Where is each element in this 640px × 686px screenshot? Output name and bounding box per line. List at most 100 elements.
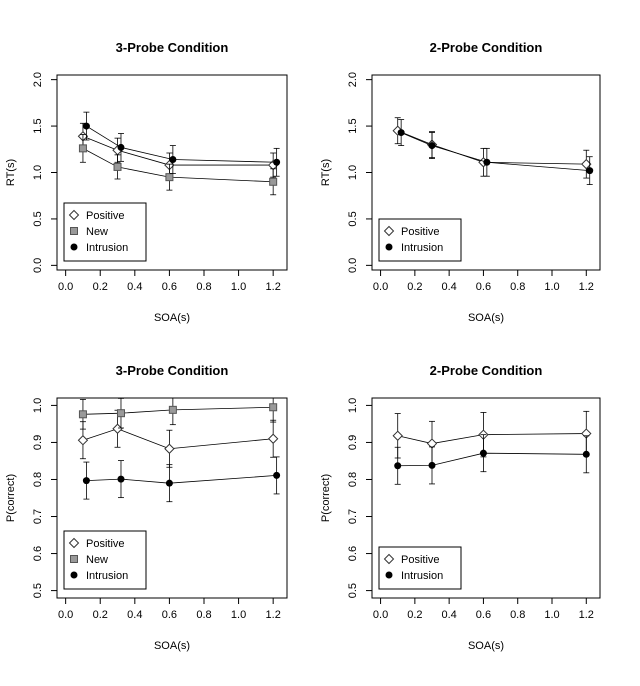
x-tick-label: 0.2 <box>407 609 422 621</box>
series-intrusion <box>397 119 594 185</box>
y-tick-label: 1.5 <box>347 118 359 133</box>
legend-label-positive: Positive <box>401 226 440 238</box>
chart-title: 3-Probe Condition <box>116 40 229 55</box>
data-point <box>483 158 491 166</box>
y-tick-label: 0.8 <box>347 472 359 487</box>
legend-label-positive: Positive <box>86 538 125 550</box>
x-tick-label: 0.6 <box>476 609 491 621</box>
data-point <box>117 143 125 151</box>
x-tick-label: 1.0 <box>544 281 559 293</box>
y-tick-label: 0.9 <box>347 435 359 450</box>
x-axis-label: SOA(s) <box>154 640 190 652</box>
data-point <box>164 443 175 454</box>
legend-label-intrusion: Intrusion <box>86 242 128 254</box>
series-line <box>82 148 274 183</box>
y-tick-label: 0.6 <box>32 546 44 561</box>
x-tick-label: 0.4 <box>441 609 456 621</box>
y-tick-label: 0.5 <box>32 583 44 598</box>
legend-marker-intrusion <box>70 571 78 579</box>
legend-marker-positive <box>68 537 80 549</box>
x-tick-label: 0.2 <box>407 281 422 293</box>
y-tick-label: 2.0 <box>347 72 359 87</box>
series-positive <box>392 410 592 467</box>
data-point <box>428 461 436 469</box>
x-tick-label: 0.8 <box>196 281 211 293</box>
y-tick-label: 1.0 <box>347 165 359 180</box>
y-tick-label: 0.5 <box>347 583 359 598</box>
series-line <box>400 132 590 172</box>
series-positive <box>77 409 279 468</box>
series-new <box>78 397 278 430</box>
series-line <box>82 428 274 450</box>
x-tick-label: 0.2 <box>93 281 108 293</box>
legend-box <box>378 218 462 262</box>
data-point <box>586 167 594 175</box>
data-point <box>78 410 87 419</box>
chart-panel-4: 2-Probe Condition 0.0 0.2 0.4 0.6 0.8 1.0 1.2 SO… <box>320 363 601 652</box>
x-tick-label: 0.0 <box>58 281 73 293</box>
y-tick-label: 1.0 <box>347 398 359 413</box>
legend-marker-positive <box>383 553 395 565</box>
legend-marker-intrusion <box>70 243 78 251</box>
plot-frame <box>56 397 288 599</box>
x-tick-label: 1.0 <box>544 609 559 621</box>
chart-title: 2-Probe Condition <box>430 40 543 55</box>
data-point <box>113 162 122 171</box>
x-axis-label: SOA(s) <box>468 312 504 324</box>
x-axis-label: SOA(s) <box>154 312 190 324</box>
series-line <box>86 125 277 163</box>
x-tick-label: 0.4 <box>127 609 142 621</box>
data-point <box>112 423 123 434</box>
data-point <box>82 122 90 130</box>
y-axis-label: P(correct) <box>320 474 332 522</box>
data-point <box>78 144 87 153</box>
series-line <box>397 452 587 467</box>
legend-box <box>378 546 462 590</box>
legend-label-positive: Positive <box>401 554 440 566</box>
data-point <box>479 449 487 457</box>
legend: Positive Intrusion <box>378 218 462 262</box>
data-point <box>169 156 177 163</box>
data-point <box>582 450 590 458</box>
series-line <box>82 135 274 166</box>
y-tick-label: 0.7 <box>32 509 44 524</box>
data-point <box>116 409 125 418</box>
x-tick-label: 1.0 <box>231 281 246 293</box>
y-tick-label: 0.6 <box>347 546 359 561</box>
legend-marker-positive <box>383 225 395 237</box>
y-tick-label: 0.0 <box>347 258 359 273</box>
x-tick-label: 1.2 <box>266 281 281 293</box>
x-tick-label: 0.6 <box>476 281 491 293</box>
chart-panel-2: 2-Probe Condition 0.0 0.2 0.4 0.6 0.8 1.0 1.2 SO… <box>320 40 601 324</box>
legend: Positive New Intrusion <box>63 202 147 262</box>
series-intrusion <box>394 434 590 485</box>
data-point <box>267 433 279 444</box>
data-point <box>394 462 402 470</box>
series-positive <box>77 122 279 178</box>
y-axis-label: RT(s) <box>5 159 17 186</box>
legend-label-new: New <box>86 226 108 238</box>
legend-label-intrusion: Intrusion <box>401 242 443 254</box>
data-point <box>82 477 90 485</box>
legend-marker-intrusion <box>385 243 393 251</box>
data-point <box>165 173 174 182</box>
data-point <box>269 403 278 412</box>
y-tick-label: 0.5 <box>347 211 359 226</box>
data-point <box>392 430 403 441</box>
legend: Positive New Intrusion <box>63 530 147 590</box>
data-point <box>397 129 405 137</box>
y-tick-label: 1.0 <box>32 165 44 180</box>
data-point <box>168 405 177 414</box>
legend-marker-positive <box>68 209 80 221</box>
series-intrusion <box>82 111 281 177</box>
y-tick-label: 1.5 <box>32 118 44 133</box>
chart-title: 3-Probe Condition <box>116 363 229 378</box>
data-point <box>77 435 89 446</box>
x-tick-label: 0.6 <box>162 609 177 621</box>
x-tick-label: 0.8 <box>510 609 525 621</box>
chart-panel-3: 3-Probe Condition 0.0 0.2 0.4 0.6 0.8 1.0 1.2 SO… <box>5 363 288 652</box>
chart-title: 2-Probe Condition <box>430 363 543 378</box>
y-tick-label: 1.0 <box>32 398 44 413</box>
x-tick-label: 0.4 <box>441 281 456 293</box>
y-tick-label: 0.8 <box>32 472 44 487</box>
